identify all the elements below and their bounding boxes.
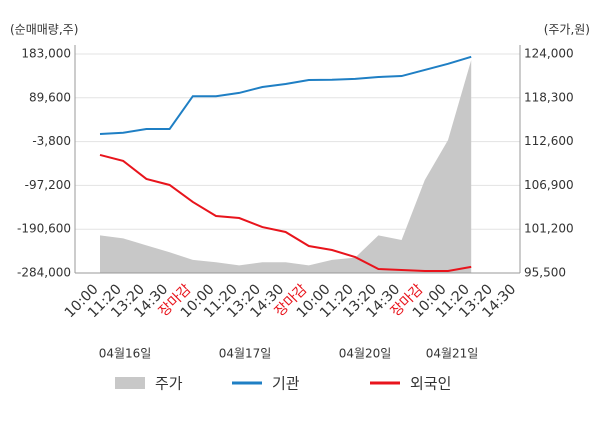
y2-axis-label: (주가,원) bbox=[544, 23, 590, 37]
y-tick-label: 89,600 bbox=[29, 90, 71, 104]
date-label: 04월20일 bbox=[339, 347, 392, 361]
y2-tick-label: 95,500 bbox=[524, 266, 566, 280]
date-label: 04월21일 bbox=[426, 347, 479, 361]
legend-label: 주가 bbox=[155, 375, 183, 393]
y2-tick-label: 118,300 bbox=[524, 90, 574, 104]
y2-tick-label: 112,600 bbox=[524, 134, 574, 148]
date-label: 04월16일 bbox=[99, 347, 152, 361]
legend-label: 외국인 bbox=[410, 375, 451, 393]
line-series bbox=[99, 55, 472, 136]
legend-label: 기관 bbox=[272, 375, 300, 393]
y-tick-label: -3,800 bbox=[32, 134, 71, 148]
y-tick-label: -190,600 bbox=[17, 222, 71, 236]
date-label: 04월17일 bbox=[219, 347, 272, 361]
y-tick-label: -284,000 bbox=[17, 266, 71, 280]
price-area bbox=[100, 60, 472, 273]
line-series bbox=[99, 153, 472, 272]
legend-swatch bbox=[115, 377, 145, 389]
y-tick-label: -97,200 bbox=[25, 178, 71, 192]
y-tick-label: 183,000 bbox=[21, 47, 71, 61]
y-axis-label: (순매매량,주) bbox=[10, 23, 78, 37]
y2-tick-label: 124,000 bbox=[524, 47, 574, 61]
y2-tick-label: 106,900 bbox=[524, 178, 574, 192]
y2-tick-label: 101,200 bbox=[524, 222, 574, 236]
